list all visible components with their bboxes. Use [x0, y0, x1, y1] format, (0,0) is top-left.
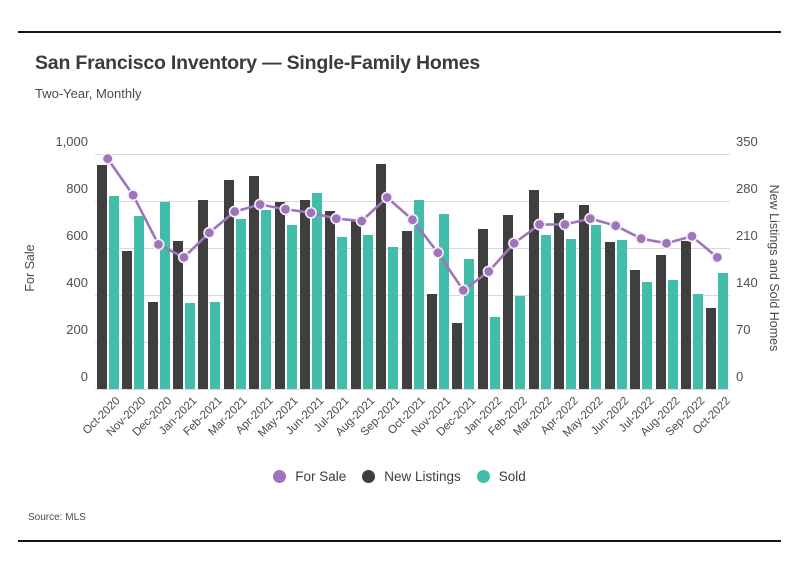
bar-sold	[540, 234, 551, 389]
bar-sold	[184, 303, 195, 389]
bar-new-listings	[426, 294, 437, 389]
right-axis-tick: 280	[736, 181, 758, 196]
bar-new-listings	[376, 164, 387, 389]
legend-item-new-listings: New Listings	[362, 469, 461, 484]
for-sale-swatch-icon	[273, 470, 287, 483]
bar-sold	[388, 246, 399, 389]
bar-new-listings	[553, 213, 564, 389]
for-sale-point	[660, 237, 673, 250]
sold-swatch-icon	[476, 470, 490, 483]
bar-new-listings	[147, 301, 158, 389]
gridline	[95, 201, 730, 202]
top-rule	[18, 31, 781, 33]
bar-sold	[692, 294, 703, 389]
left-axis-tick: 200	[66, 322, 88, 337]
left-axis-tick: 1,000	[55, 134, 88, 149]
left-axis-tick: 0	[80, 369, 88, 384]
bar-sold	[413, 200, 424, 389]
gridline	[95, 154, 730, 155]
bar-new-listings	[401, 230, 412, 389]
new-listings-swatch-icon	[362, 470, 376, 483]
legend-label-for-sale: For Sale	[295, 469, 347, 484]
gridline	[95, 248, 730, 249]
bar-new-listings	[172, 240, 183, 389]
bottom-rule	[18, 540, 781, 542]
bar-sold	[210, 301, 221, 389]
bar-new-listings	[299, 200, 310, 389]
bar-new-listings	[477, 228, 488, 389]
bar-new-listings	[579, 205, 590, 389]
bar-sold	[134, 216, 145, 389]
bar-sold	[515, 295, 526, 389]
bar-new-listings	[680, 241, 691, 389]
bar-sold	[261, 210, 272, 389]
bar-sold	[565, 239, 576, 389]
bar-new-listings	[198, 200, 209, 389]
gridline	[95, 389, 730, 390]
left-axis-tick: 400	[66, 275, 88, 290]
bar-new-listings	[325, 211, 336, 389]
right-axis-tick: 70	[736, 322, 751, 337]
bar-sold	[718, 272, 729, 389]
bar-new-listings	[223, 179, 234, 389]
source-note: Source: MLS	[28, 512, 86, 523]
bar-sold	[311, 192, 322, 389]
bar-sold	[438, 213, 449, 389]
legend-label-sold: Sold	[498, 469, 526, 484]
bar-sold	[489, 317, 500, 389]
left-axis-tick: 800	[66, 181, 88, 196]
bar-sold	[362, 235, 373, 389]
bar-new-listings	[604, 241, 615, 389]
gridline	[95, 342, 730, 343]
for-sale-point	[101, 152, 114, 165]
legend-label-new-listings: New Listings	[384, 469, 461, 484]
for-sale-point	[127, 189, 140, 202]
bar-sold	[286, 225, 297, 389]
bar-new-listings	[630, 270, 641, 389]
bar-new-listings	[122, 250, 133, 389]
bar-sold	[616, 239, 627, 389]
bar-sold	[235, 219, 246, 389]
legend-item-sold: Sold	[476, 469, 526, 484]
right-axis-tick: 0	[736, 369, 744, 384]
bar-new-listings	[706, 308, 717, 389]
bar-sold	[108, 196, 119, 389]
for-sale-point	[609, 219, 622, 232]
bar-new-listings	[350, 220, 361, 389]
left-axis-title: For Sale	[23, 244, 37, 292]
for-sale-point	[711, 251, 724, 264]
for-sale-point	[635, 232, 648, 245]
bar-new-listings	[452, 322, 463, 389]
bar-sold	[591, 225, 602, 389]
bar-sold	[642, 282, 653, 389]
bar-new-listings	[655, 254, 666, 389]
chart-title: San Francisco Inventory — Single-Family …	[35, 52, 481, 74]
bar-sold	[667, 280, 678, 389]
legend: For Sale New Listings Sold	[0, 469, 799, 484]
right-axis-tick: 210	[736, 228, 758, 243]
right-axis-tick: 350	[736, 134, 758, 149]
bar-new-listings	[96, 165, 107, 389]
bar-sold	[464, 258, 475, 389]
chart-subtitle: Two-Year, Monthly	[35, 86, 142, 101]
legend-item-for-sale: For Sale	[273, 469, 346, 484]
bar-new-listings	[528, 190, 539, 389]
bar-new-listings	[249, 176, 260, 389]
bar-sold	[337, 237, 348, 389]
left-axis-tick: 600	[66, 228, 88, 243]
bar-new-listings	[503, 215, 514, 389]
for-sale-point	[685, 230, 698, 243]
bar-new-listings	[274, 202, 285, 389]
right-axis-title: New Listings and Sold Homes	[767, 184, 781, 352]
gridline	[95, 295, 730, 296]
right-axis-tick: 140	[736, 275, 758, 290]
bar-sold	[159, 201, 170, 389]
